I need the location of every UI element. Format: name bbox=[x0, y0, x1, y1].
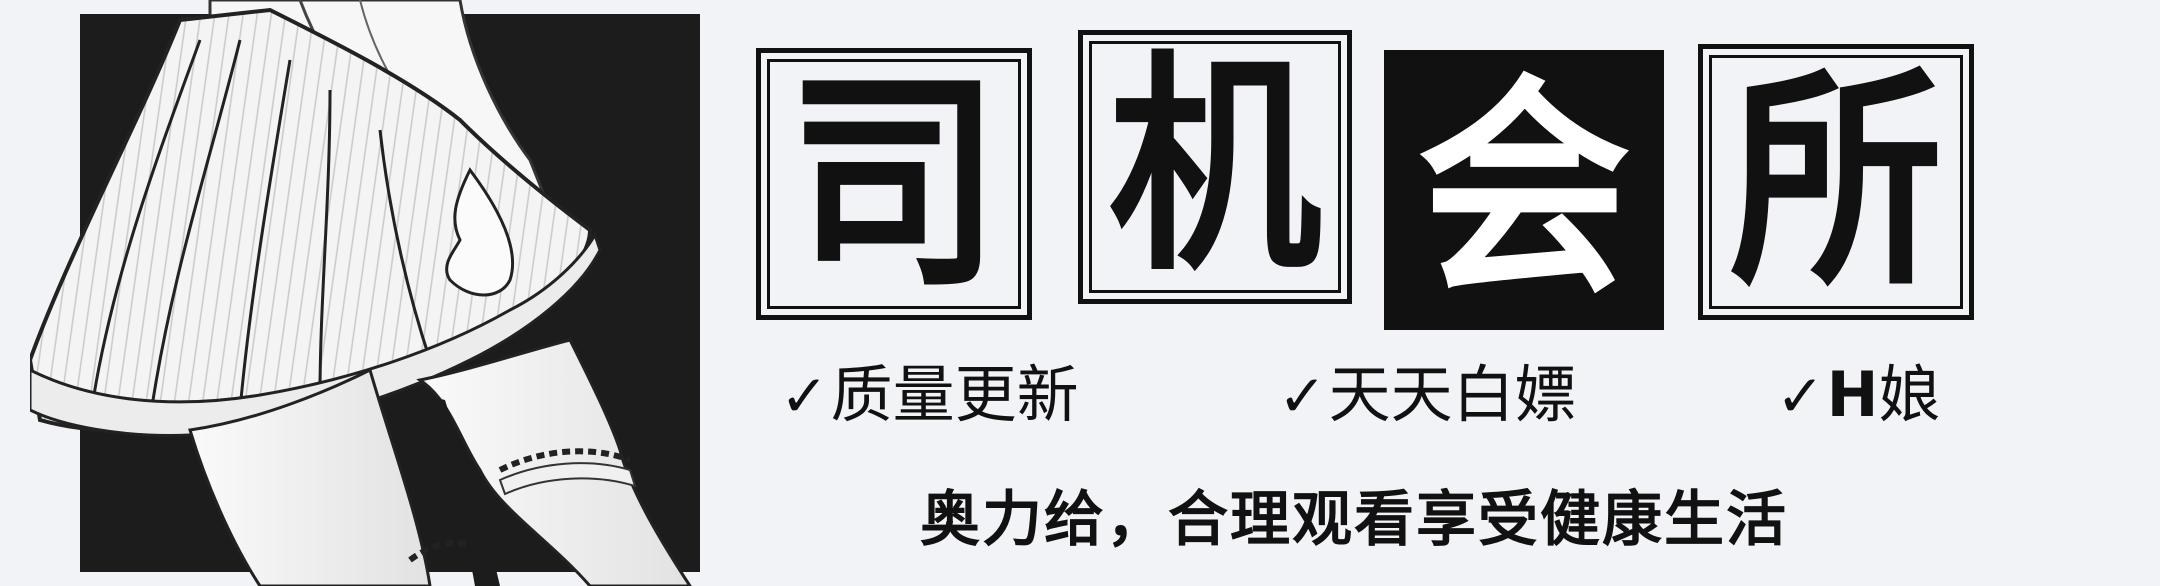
left-leg bbox=[188, 367, 432, 586]
slogan: 奥力给，合理观看享受健康生活 bbox=[920, 485, 1788, 555]
tagline-quality-updates: ✓质量更新 bbox=[780, 358, 1079, 431]
hand-shape bbox=[445, 167, 515, 297]
check-icon: ✓ bbox=[1776, 362, 1825, 430]
tagline-text: 天天白嫖 bbox=[1328, 358, 1577, 431]
check-icon: ✓ bbox=[1278, 362, 1327, 430]
title-banner: 司 机 会 所 bbox=[756, 30, 1986, 330]
title-char-2: 机 bbox=[1108, 32, 1322, 302]
right-leg bbox=[416, 338, 692, 586]
title-char-box-4: 所 bbox=[1698, 44, 1974, 320]
tagline-latin: H bbox=[1826, 358, 1879, 431]
check-icon: ✓ bbox=[780, 362, 829, 430]
stocking-lace-right bbox=[498, 448, 632, 473]
tagline-h-niang: ✓H娘 bbox=[1776, 358, 1941, 431]
title-char-4: 所 bbox=[1729, 47, 1943, 317]
title-char-box-2: 机 bbox=[1078, 30, 1352, 304]
title-char-box-3: 会 bbox=[1384, 50, 1664, 330]
title-char-1: 司 bbox=[787, 49, 1001, 319]
skirt-pleats bbox=[88, 39, 432, 421]
stocking-lace-left bbox=[408, 540, 471, 563]
title-char-box-1: 司 bbox=[756, 48, 1032, 320]
tagline-text: 娘 bbox=[1878, 358, 1941, 431]
title-char-3: 会 bbox=[1417, 55, 1631, 325]
tagline-text: 质量更新 bbox=[830, 358, 1079, 431]
illustration bbox=[30, 0, 700, 586]
tagline-free-daily: ✓天天白嫖 bbox=[1278, 358, 1577, 431]
